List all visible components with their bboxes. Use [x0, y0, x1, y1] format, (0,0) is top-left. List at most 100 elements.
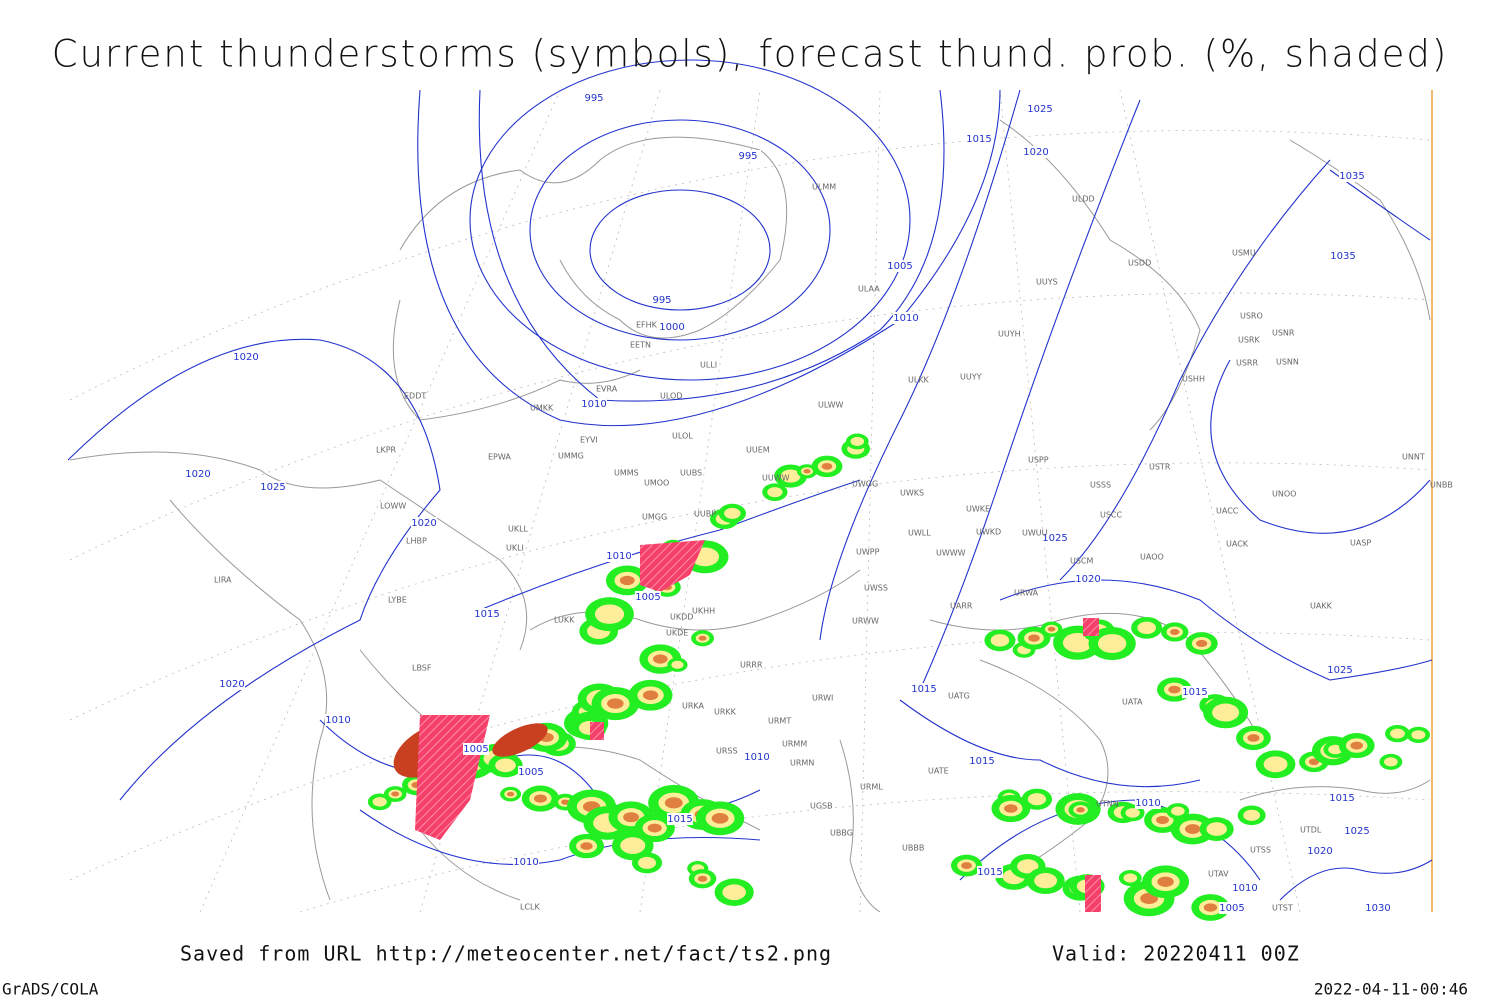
storm-area — [1383, 757, 1398, 767]
station-label: UKDE — [666, 629, 688, 638]
station-label: ULDD — [1072, 195, 1095, 204]
station-label: UTST — [1272, 904, 1293, 913]
isobar-label-bg — [1182, 686, 1208, 698]
storm-area — [637, 856, 657, 869]
station-label: LKPR — [376, 446, 397, 455]
station-label: UNNT — [1402, 453, 1425, 462]
storm-area — [1125, 808, 1140, 818]
station-label: LHBP — [406, 537, 427, 546]
storm-area — [506, 791, 515, 797]
station-label: UTDL — [1300, 826, 1322, 835]
isobar-label-bg — [1023, 146, 1049, 158]
map-frame — [68, 90, 1432, 912]
station-label: EDDT — [404, 392, 426, 401]
isobar-label: 1020 — [1023, 147, 1048, 158]
storm-area — [1097, 634, 1127, 653]
station-label: URWW — [852, 617, 879, 626]
station-label: UAOO — [1140, 553, 1164, 562]
isobar-label: 1015 — [966, 134, 991, 145]
station-label: UUYS — [1036, 278, 1058, 287]
station-label: UTNN — [1096, 800, 1119, 809]
isobar-label: 1025 — [1344, 826, 1369, 837]
station-label: UMOO — [644, 479, 669, 488]
isobar-label-bg — [667, 813, 693, 825]
storm-area — [961, 862, 972, 869]
station-label: UTAV — [1208, 870, 1229, 879]
station-label: USTR — [1149, 463, 1171, 472]
station-label: URWI — [812, 694, 833, 703]
isobar-label: 1010 — [1135, 798, 1160, 809]
isobar-label-bg — [411, 517, 437, 529]
isobar-label: 1015 — [977, 867, 1002, 878]
storm-area — [1171, 806, 1185, 816]
station-label: USPP — [1028, 456, 1049, 465]
station-label: USDD — [1128, 259, 1151, 268]
station-label: UBBG — [830, 829, 853, 838]
storm-area — [653, 654, 668, 664]
isobar-label-bg — [969, 755, 995, 767]
isobar-label-bg — [977, 866, 1003, 878]
station-label: LOWW — [380, 502, 406, 511]
storm-area — [1390, 728, 1405, 739]
coastlines-borders — [69, 119, 1431, 913]
storm-area — [850, 436, 865, 446]
station-label: UWLL — [908, 529, 931, 538]
station-label: UUYY — [960, 373, 982, 382]
storm-area — [1411, 730, 1426, 740]
isobar-label-bg — [887, 260, 913, 272]
station-label: LBSF — [412, 664, 432, 673]
station-label: ULOL — [672, 432, 693, 441]
station-label: EVRA — [596, 385, 618, 394]
isobar-label: 995 — [584, 93, 603, 104]
station-label: UACK — [1226, 540, 1249, 549]
storm-area — [1076, 807, 1085, 813]
isobar-label: 1015 — [1182, 687, 1207, 698]
storm-area — [1195, 639, 1208, 647]
isobar-label: 1015 — [1329, 793, 1354, 804]
isobar-label-bg — [893, 312, 919, 324]
storm-area — [1034, 873, 1058, 889]
station-label: LUKK — [554, 616, 575, 625]
isobar-label: 1020 — [1307, 846, 1332, 857]
station-label: UKLI — [506, 544, 524, 553]
isobar-label: 1020 — [233, 352, 258, 363]
storm-area — [671, 660, 684, 669]
storm-area — [664, 797, 683, 809]
storm-area — [1157, 876, 1174, 887]
timestamp: 2022-04-11-00:46 — [1314, 980, 1468, 999]
storm-area — [391, 791, 400, 797]
isobar-label: 1015 — [474, 609, 499, 620]
station-label: EYVI — [580, 436, 598, 445]
isobar-label-bg — [1344, 825, 1370, 837]
isobar-label-bg — [1365, 902, 1391, 914]
station-label: URWA — [1014, 589, 1039, 598]
isobar-label-bg — [1042, 532, 1068, 544]
storm-area — [607, 698, 624, 709]
storm-area — [722, 884, 746, 901]
station-label: LIRA — [214, 576, 232, 585]
storm-area — [1212, 703, 1240, 722]
title: Current thunderstorms (symbols), forecas… — [52, 33, 1449, 76]
station-label: UWGG — [852, 480, 878, 489]
isobar-label: 1030 — [1365, 903, 1390, 914]
isobar-label-bg — [219, 678, 245, 690]
station-label: USNN — [1276, 358, 1299, 367]
isobar-label-bg — [911, 683, 937, 695]
isobar-label-bg — [1135, 797, 1161, 809]
isobar-label-bg — [1327, 664, 1353, 676]
station-label: USRR — [1236, 359, 1258, 368]
isobar-label: 1025 — [1027, 104, 1052, 115]
station-label: UKLL — [508, 525, 529, 534]
isobar-label-bg — [635, 591, 661, 603]
isobar-label-bg — [260, 481, 286, 493]
storm-area — [1184, 824, 1201, 834]
isobar-label-bg — [649, 294, 675, 306]
storm-area — [990, 634, 1010, 647]
isobar-label-bg — [1339, 170, 1365, 182]
station-label: UBBB — [902, 844, 924, 853]
isobar-label-bg — [1329, 792, 1355, 804]
storm-area — [1062, 632, 1093, 653]
storm-area — [561, 799, 570, 805]
